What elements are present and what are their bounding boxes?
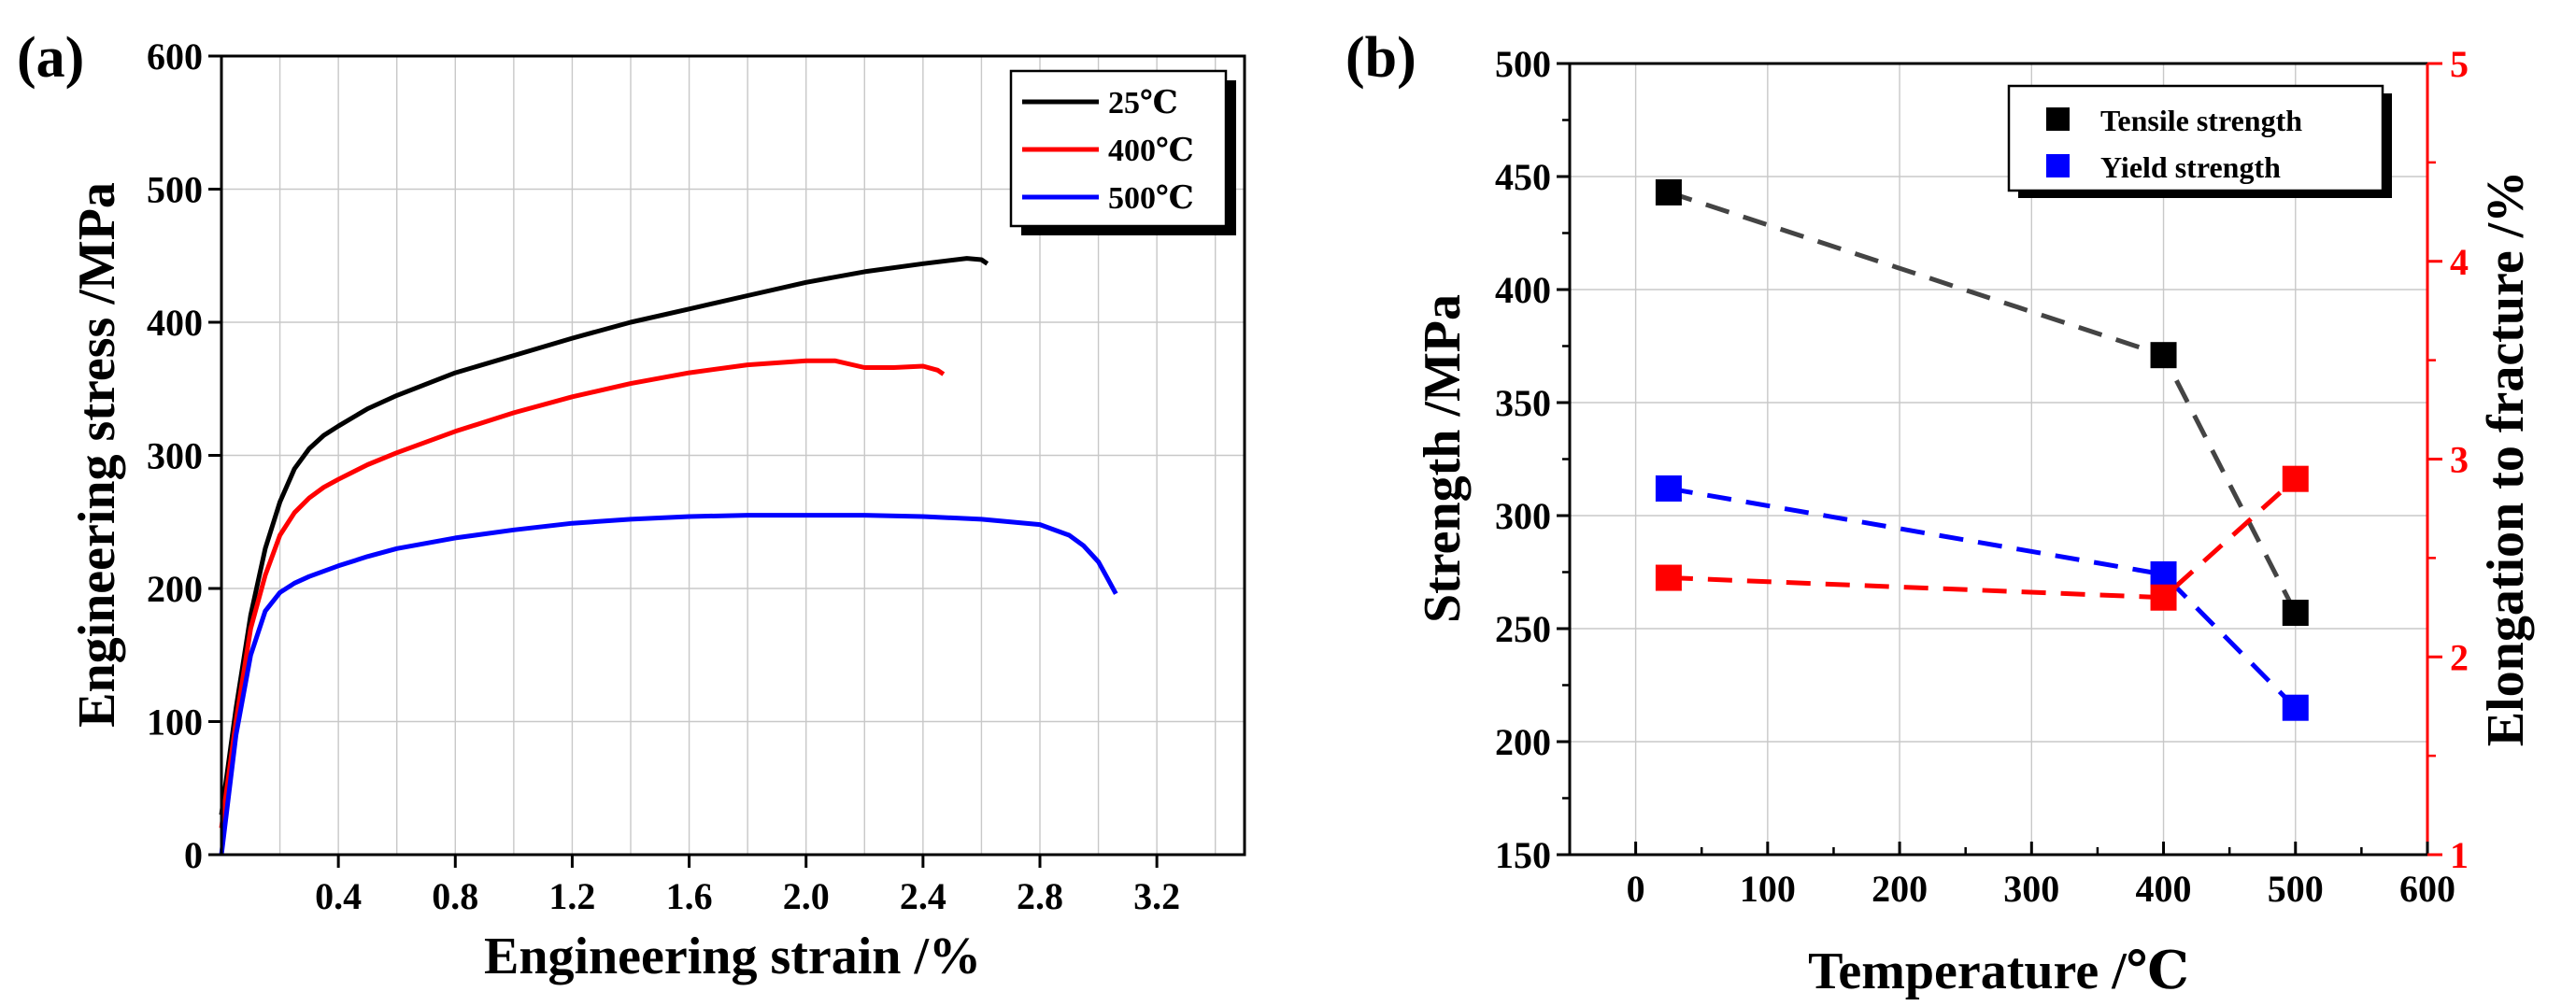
y2-tick-label: 3 bbox=[2450, 439, 2469, 481]
panel-b-label: (b) bbox=[1345, 26, 1416, 90]
x-tick-label: 500 bbox=[2268, 868, 2324, 910]
series-line-25c bbox=[219, 256, 989, 815]
marker-elongation-to-fracture bbox=[1655, 564, 1682, 591]
legend-label-400c: 400℃ bbox=[1108, 134, 1194, 168]
series-line-yield-strength bbox=[1668, 486, 2298, 710]
marker-elongation-to-fracture bbox=[2282, 465, 2309, 492]
panel-a-y-axis-title: Engineering stress /MPa bbox=[68, 182, 126, 728]
marker-tensile-strength bbox=[2282, 600, 2309, 627]
x-tick-label: 2.4 bbox=[900, 875, 946, 917]
panel-b: (b) 0 100 200 300 400 500 600 150 200 250 300 350 40… bbox=[1345, 26, 2535, 1000]
x-tick-label: 3.2 bbox=[1133, 875, 1180, 917]
y-tick-label: 350 bbox=[1495, 382, 1551, 424]
series-line-400c bbox=[219, 358, 946, 829]
y-tick-label: 200 bbox=[1495, 721, 1551, 763]
legend-marker-yield-strength bbox=[2046, 154, 2070, 177]
panel-a: (a) 0.4 0.8 1.2 1.6 2.0 2.4 2.8 3.2 0 100 200 300 40… bbox=[17, 26, 1246, 985]
x-tick-label: 2.8 bbox=[1017, 875, 1063, 917]
legend-marker-tensile-strength bbox=[2046, 107, 2070, 131]
x-tick-label: 1.2 bbox=[548, 875, 595, 917]
marker-yield-strength bbox=[2282, 694, 2309, 721]
x-tick-label: 400 bbox=[2136, 868, 2192, 910]
y-tick-label: 450 bbox=[1495, 156, 1551, 198]
y-tick-label: 500 bbox=[147, 169, 203, 211]
marker-yield-strength bbox=[2150, 560, 2177, 588]
panel-b-series-lines bbox=[1668, 190, 2298, 710]
y-tick-label: 400 bbox=[1495, 269, 1551, 311]
panel-b-ticks: 0 100 200 300 400 500 600150200250300350400450… bbox=[1495, 43, 2469, 910]
y-tick-label: 300 bbox=[147, 435, 203, 477]
x-tick-label: 200 bbox=[1872, 868, 1928, 910]
y2-tick-label: 2 bbox=[2450, 636, 2469, 678]
panel-a-legend-box bbox=[1009, 69, 1228, 228]
y-tick-label: 600 bbox=[147, 35, 203, 78]
legend-label-yield-strength: Yield strength bbox=[2100, 150, 2281, 184]
panel-b-y-axis-title: Strength /MPa bbox=[1414, 294, 1472, 623]
marker-yield-strength bbox=[1655, 475, 1682, 502]
x-tick-label: 300 bbox=[2003, 868, 2059, 910]
panel-a-series bbox=[219, 256, 1118, 856]
y2-tick-label: 4 bbox=[2450, 241, 2469, 283]
x-tick-label: 0 bbox=[1627, 868, 1645, 910]
panel-b-x-axis-title: Temperature /℃ bbox=[1808, 942, 2189, 1000]
y-tick-label: 200 bbox=[147, 568, 203, 610]
panel-a-legend: 25℃ 400℃ 500℃ bbox=[1009, 69, 1236, 235]
x-tick-label: 0.4 bbox=[315, 875, 362, 917]
panel-a-ticks: 0.4 0.8 1.2 1.6 2.0 2.4 2.8 3.2 0 100 200 300 400 500… bbox=[147, 35, 1180, 917]
x-tick-label: 600 bbox=[2399, 868, 2455, 910]
y2-tick-label: 5 bbox=[2450, 43, 2469, 85]
y-tick-label: 0 bbox=[184, 834, 203, 876]
x-tick-label: 0.8 bbox=[432, 875, 478, 917]
panel-a-x-axis-title: Engineering strain /% bbox=[484, 928, 981, 985]
marker-tensile-strength bbox=[1655, 178, 1682, 205]
y-tick-label: 250 bbox=[1495, 608, 1551, 650]
panel-a-label: (a) bbox=[17, 26, 84, 90]
panel-b-legend-box bbox=[2007, 84, 2384, 192]
legend-label-tensile-strength: Tensile strength bbox=[2100, 104, 2302, 137]
legend-label-500c: 500℃ bbox=[1108, 181, 1194, 216]
y-tick-label: 100 bbox=[147, 701, 203, 744]
x-tick-label: 1.6 bbox=[666, 875, 713, 917]
panel-b-legend: Tensile strength Yield strength bbox=[2007, 84, 2392, 198]
x-tick-label: 100 bbox=[1740, 868, 1796, 910]
legend-label-25c: 25℃ bbox=[1108, 86, 1178, 120]
panel-b-markers bbox=[1655, 178, 2309, 721]
panel-b-y2-axis-title: Elongation to fracture /% bbox=[2477, 171, 2535, 746]
series-line-500c bbox=[219, 513, 1118, 856]
x-tick-label: 2.0 bbox=[783, 875, 830, 917]
y-tick-label: 300 bbox=[1495, 495, 1551, 537]
marker-tensile-strength bbox=[2150, 342, 2177, 369]
series-line-elongation-to-fracture bbox=[1668, 476, 2298, 601]
y-tick-label: 500 bbox=[1495, 43, 1551, 85]
y-tick-label: 150 bbox=[1495, 834, 1551, 876]
y-tick-label: 400 bbox=[147, 302, 203, 344]
y2-tick-label: 1 bbox=[2450, 834, 2469, 876]
marker-elongation-to-fracture bbox=[2150, 584, 2177, 611]
